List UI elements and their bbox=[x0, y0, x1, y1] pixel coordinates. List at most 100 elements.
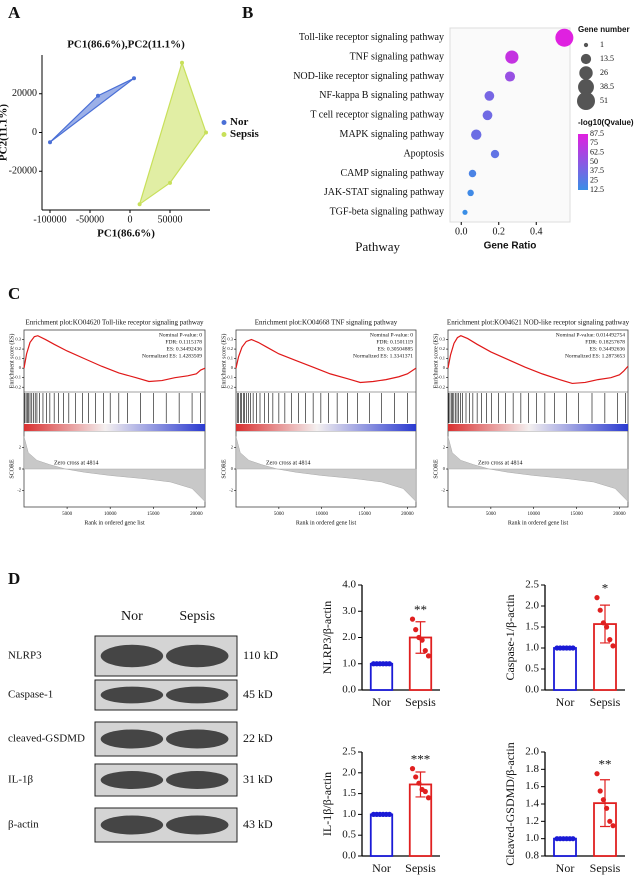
y-axis-label: SCORE bbox=[433, 459, 439, 479]
data-point bbox=[610, 643, 616, 649]
y-tick-label: 0.0 bbox=[342, 684, 356, 696]
data-point bbox=[607, 637, 613, 643]
y-tick-label: 4.0 bbox=[342, 579, 356, 591]
y-tick-label: 0 bbox=[19, 466, 22, 471]
category-label: CAMP signaling pathway bbox=[340, 168, 444, 179]
data-point bbox=[386, 811, 393, 818]
blot-band bbox=[100, 771, 164, 789]
data-point bbox=[597, 788, 603, 794]
blot-band bbox=[166, 729, 229, 749]
data-point bbox=[600, 620, 607, 626]
data-point bbox=[425, 795, 432, 801]
x-tick-label: Sepsis bbox=[405, 695, 436, 709]
legend-label: 51 bbox=[600, 96, 608, 105]
category-label: NOD-like receptor signaling pathway bbox=[293, 71, 444, 82]
rank-colorbar bbox=[24, 424, 205, 431]
y-tick-label: 0 bbox=[32, 127, 37, 138]
legend-label: 75 bbox=[590, 138, 598, 147]
x-tick-label: 0 bbox=[128, 214, 133, 225]
y-tick-label: 2 bbox=[443, 444, 445, 449]
es-curve bbox=[447, 335, 629, 385]
data-point bbox=[610, 823, 616, 829]
score-area bbox=[23, 436, 206, 503]
x-tick-label: 5000 bbox=[274, 512, 285, 517]
data-point bbox=[425, 653, 432, 659]
frame bbox=[447, 329, 629, 508]
stat-text: Normalized ES: 1.3341371 bbox=[353, 353, 413, 359]
data-point bbox=[604, 805, 610, 811]
y-tick-label: 0 bbox=[443, 365, 446, 370]
legend-size bbox=[583, 42, 589, 48]
x-tick-label: 0.0 bbox=[455, 226, 468, 237]
x-tick-label: 10000 bbox=[104, 512, 117, 517]
legend-label: Sepsis bbox=[230, 128, 259, 140]
y-tick-label: -0.1 bbox=[226, 375, 233, 380]
bubble bbox=[504, 71, 516, 82]
panel-label: B bbox=[242, 3, 253, 22]
y-axis-label: Caspase-1/β-actin bbox=[503, 594, 517, 680]
x-tick-label: 10000 bbox=[527, 512, 540, 517]
y-tick-label: 0.1 bbox=[227, 356, 233, 361]
category-label: MAPK signaling pathway bbox=[340, 129, 444, 140]
blot-band bbox=[100, 644, 164, 668]
x-tick-label: Sepsis bbox=[590, 861, 621, 875]
category-label: TNF signaling pathway bbox=[350, 51, 444, 62]
x-tick-label: Sepsis bbox=[405, 861, 436, 875]
y-tick-label: -0.2 bbox=[226, 384, 233, 389]
bubble bbox=[505, 50, 519, 64]
y-tick-label: 2.0 bbox=[525, 600, 539, 612]
category-label: JAK-STAT signaling pathway bbox=[324, 187, 444, 198]
y-tick-label: 2.5 bbox=[342, 746, 356, 758]
y-tick-label: 0.3 bbox=[15, 337, 21, 342]
series-polygon bbox=[138, 60, 207, 206]
y-tick-label: -0.2 bbox=[14, 384, 21, 389]
x-tick-label: Nor bbox=[372, 861, 391, 875]
data-point bbox=[604, 624, 610, 630]
bubble bbox=[482, 110, 493, 121]
es-curve bbox=[235, 338, 417, 384]
y-tick-label: -20000 bbox=[9, 166, 37, 177]
x-tick-label: Sepsis bbox=[590, 695, 621, 709]
y-tick-label: 1.5 bbox=[342, 787, 356, 799]
lane-label: Nor bbox=[121, 609, 143, 624]
x-tick-label: 5000 bbox=[62, 512, 73, 517]
data-point bbox=[594, 595, 600, 601]
panel-label: D bbox=[8, 569, 20, 588]
data-point bbox=[422, 648, 428, 654]
x-axis-label: Rank in ordered gene list bbox=[296, 520, 357, 526]
y-tick-label: 2 bbox=[19, 444, 21, 449]
bubble bbox=[555, 28, 574, 47]
y-tick-label: 0.0 bbox=[525, 684, 539, 696]
y-tick-label: 1.0 bbox=[342, 657, 356, 669]
y-axis-label: Enrichment score (ES) bbox=[8, 334, 15, 389]
legend-title: -log10(Qvalue) bbox=[578, 118, 634, 127]
chart-title: PC1(86.6%),PC2(11.1%) bbox=[67, 39, 185, 51]
data-point bbox=[413, 627, 419, 633]
size-label: 110 kD bbox=[243, 648, 279, 662]
category-label: TGF-beta signaling pathway bbox=[330, 207, 444, 218]
y-axis-label: PC2(11.1%) bbox=[0, 104, 10, 161]
y-tick-label: 1.0 bbox=[525, 832, 539, 844]
y-axis-label: NLRP3/β-actin bbox=[320, 601, 334, 674]
x-axis-label: Rank in ordered gene list bbox=[84, 520, 145, 526]
y-axis-label: SCORE bbox=[221, 459, 227, 479]
x-tick-label: -50000 bbox=[76, 214, 104, 225]
y-tick-label: -0.2 bbox=[438, 384, 445, 389]
y-tick-label: 0.5 bbox=[342, 829, 356, 841]
y-axis-label: Cleaved-GSDMD/β-actin bbox=[503, 742, 517, 865]
category-label: Toll-like receptor signaling pathway bbox=[299, 32, 444, 43]
size-label: 31 kD bbox=[243, 772, 273, 786]
panel-label: A bbox=[8, 3, 21, 22]
bubble bbox=[484, 91, 495, 101]
legend-label: Nor bbox=[230, 116, 248, 128]
protein-label: NLRP3 bbox=[8, 650, 42, 662]
y-tick-label: 0.1 bbox=[15, 356, 21, 361]
protein-label: cleaved-GSDMD bbox=[8, 733, 85, 745]
y-tick-label: 1.2 bbox=[525, 815, 539, 827]
y-tick-label: 0.3 bbox=[227, 337, 233, 342]
x-tick-label: 10000 bbox=[315, 512, 328, 517]
legend-size bbox=[580, 53, 592, 65]
data-point bbox=[607, 818, 613, 824]
category-label: NF-kappa B signaling pathway bbox=[319, 90, 444, 101]
